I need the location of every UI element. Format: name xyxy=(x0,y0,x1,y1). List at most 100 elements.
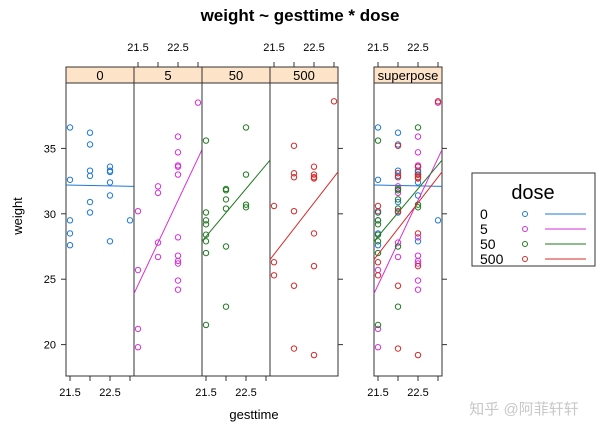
data-point-dose-50 xyxy=(222,187,230,194)
data-point-dose-500 xyxy=(330,98,338,105)
data-point-dose-50 xyxy=(242,204,250,211)
data-point-dose-50 xyxy=(374,321,382,329)
fit-line-dose-50 xyxy=(201,159,271,242)
data-point-dose-0 xyxy=(106,168,114,176)
data-point-dose-50 xyxy=(202,217,210,224)
x-tick-label-top: 22.5 xyxy=(407,42,428,54)
data-point-dose-0 xyxy=(374,176,382,183)
data-point-dose-50 xyxy=(394,243,402,250)
data-point-dose-0 xyxy=(414,238,422,245)
data-point-dose-50 xyxy=(394,187,402,194)
data-point-dose-500 xyxy=(310,175,318,182)
data-point-dose-50 xyxy=(414,124,422,131)
y-tick-label: 30 xyxy=(44,209,56,221)
data-point-dose-500 xyxy=(374,259,382,266)
x-axis-label: gesttime xyxy=(229,407,278,422)
data-point-dose-50 xyxy=(202,321,210,329)
data-point-dose-500 xyxy=(394,142,402,149)
legend-marker-500 xyxy=(522,256,528,262)
panel-frame-5 xyxy=(133,82,203,377)
data-point-dose-5 xyxy=(154,189,162,197)
data-point-dose-0 xyxy=(374,124,382,131)
data-point-dose-0 xyxy=(86,167,94,174)
data-point-dose-50 xyxy=(374,217,382,224)
data-point-dose-500 xyxy=(290,207,298,215)
data-point-dose-5 xyxy=(374,266,382,274)
data-point-dose-50 xyxy=(394,303,402,310)
panel-frame-superpose xyxy=(373,82,443,377)
data-point-dose-0 xyxy=(374,241,382,249)
data-point-dose-50 xyxy=(202,209,210,216)
data-point-dose-5 xyxy=(134,266,142,274)
fit-line-dose-500 xyxy=(373,171,443,260)
data-point-dose-50 xyxy=(414,204,422,211)
data-point-dose-50 xyxy=(374,231,382,238)
data-point-dose-5 xyxy=(394,239,402,246)
chart-title: weight ~ gesttime * dose xyxy=(200,6,400,25)
legend-label-5: 5 xyxy=(480,221,488,237)
data-point-dose-0 xyxy=(394,129,402,136)
legend-label-500: 500 xyxy=(480,251,504,267)
data-point-dose-5 xyxy=(174,252,182,259)
data-point-dose-500 xyxy=(310,230,318,237)
data-point-dose-500 xyxy=(414,230,422,237)
data-point-dose-500 xyxy=(394,282,402,289)
watermark: 知乎 @阿菲轩轩 xyxy=(469,401,578,418)
legend-marker-0 xyxy=(522,211,528,217)
data-point-dose-500 xyxy=(290,142,298,149)
data-point-dose-0 xyxy=(86,209,94,216)
panel-frame-0 xyxy=(65,82,135,377)
strip-label: 5 xyxy=(164,68,171,83)
data-point-dose-5 xyxy=(174,163,182,170)
data-point-dose-50 xyxy=(222,243,230,250)
data-point-dose-50 xyxy=(202,231,210,238)
data-point-dose-500 xyxy=(290,282,298,289)
data-point-dose-5 xyxy=(174,277,182,284)
x-tick-label-top: 21.5 xyxy=(367,42,388,54)
strip-label: 50 xyxy=(229,68,243,83)
data-point-dose-50 xyxy=(394,205,402,212)
x-tick-label-bottom: 22.5 xyxy=(235,387,256,399)
data-point-dose-500 xyxy=(310,262,318,270)
data-point-dose-5 xyxy=(134,325,142,333)
data-point-dose-500 xyxy=(290,170,298,177)
data-point-dose-0 xyxy=(434,217,442,224)
x-tick-label-bottom: 22.5 xyxy=(407,387,428,399)
data-point-dose-500 xyxy=(270,259,278,266)
fit-line-dose-0 xyxy=(65,184,135,187)
data-point-dose-50 xyxy=(222,196,230,203)
data-point-dose-500 xyxy=(290,345,298,352)
data-point-dose-0 xyxy=(86,198,94,206)
fit-line-dose-500 xyxy=(269,171,339,260)
data-point-dose-50 xyxy=(202,238,210,245)
data-point-dose-500 xyxy=(394,345,402,352)
data-point-dose-500 xyxy=(374,202,382,210)
data-point-dose-500 xyxy=(394,170,402,177)
fit-line-dose-50 xyxy=(373,159,443,242)
legend-label-0: 0 xyxy=(480,206,488,222)
data-point-dose-50 xyxy=(202,137,210,144)
data-point-dose-500 xyxy=(290,173,298,181)
data-point-dose-500 xyxy=(270,272,278,279)
data-point-dose-5 xyxy=(174,286,182,293)
x-tick-label-bottom: 21.5 xyxy=(367,387,388,399)
data-point-dose-5 xyxy=(194,99,202,106)
data-point-dose-500 xyxy=(270,202,278,210)
y-tick-label: 25 xyxy=(44,274,56,286)
data-point-dose-50 xyxy=(242,124,250,131)
legend-marker-5 xyxy=(522,226,528,232)
data-point-dose-5 xyxy=(414,286,422,293)
data-point-dose-5 xyxy=(134,344,142,351)
data-point-dose-5 xyxy=(374,344,382,351)
data-point-dose-5 xyxy=(174,149,182,156)
data-point-dose-5 xyxy=(394,189,402,197)
x-tick-label-top: 21.5 xyxy=(263,42,284,54)
data-point-dose-5 xyxy=(174,171,182,178)
data-point-dose-0 xyxy=(126,217,134,224)
data-point-dose-5 xyxy=(154,239,162,246)
data-point-dose-0 xyxy=(394,198,402,206)
data-point-dose-500 xyxy=(310,171,318,178)
panels: 0 21.5 22.5 5 21.5 22.5 50 21.5 22.5 500 21.5 22.5 s… xyxy=(44,42,447,399)
